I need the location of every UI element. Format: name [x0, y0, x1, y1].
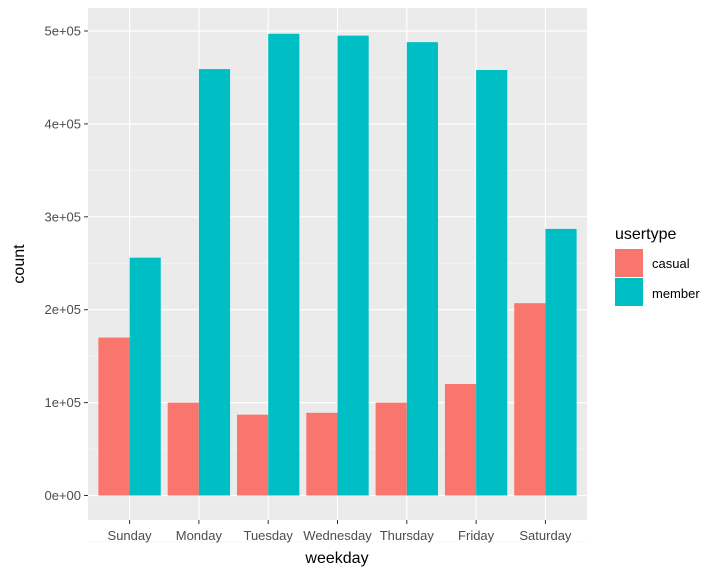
bar-casual-sunday [98, 337, 130, 496]
bar-casual-tuesday [237, 414, 269, 496]
y-tick-label: 4e+05 [44, 116, 81, 131]
y-tick-label: 1e+05 [44, 395, 81, 410]
bars [98, 33, 577, 496]
bar-member-tuesday [268, 33, 300, 496]
bar-casual-thursday [375, 402, 407, 496]
x-tick-label: Wednesday [303, 528, 372, 543]
x-axis-title: weekday [304, 550, 368, 567]
x-tick-label: Friday [458, 528, 495, 543]
bar-member-friday [476, 70, 508, 496]
x-tick-label: Saturday [519, 528, 572, 543]
bar-member-sunday [129, 257, 161, 496]
bar-member-monday [198, 69, 231, 496]
legend-label-member: member [652, 286, 700, 301]
x-tick-label: Monday [176, 528, 223, 543]
x-axis: Sunday Monday Tuesday Wednesday Thursday Frid… [108, 520, 572, 543]
bar-casual-monday [167, 402, 199, 496]
bar-member-thursday [406, 42, 438, 496]
legend-title: usertype [615, 226, 676, 243]
bar-casual-saturday [514, 303, 546, 496]
legend-label-casual: casual [652, 256, 690, 271]
x-tick-label: Sunday [108, 528, 153, 543]
x-tick-label: Tuesday [243, 528, 293, 543]
y-axis: 0e+00 1e+05 2e+05 3e+05 4e+05 5e+05 [44, 24, 88, 503]
legend-key-member [615, 278, 643, 306]
y-tick-label: 5e+05 [44, 24, 81, 39]
x-tick-label: Thursday [380, 528, 435, 543]
bar-casual-wednesday [306, 412, 338, 496]
legend: usertype casual member [615, 226, 700, 306]
legend-key-casual [615, 249, 643, 277]
y-tick-label: 0e+00 [44, 488, 81, 503]
y-axis-title: count [11, 244, 28, 284]
bar-casual-friday [444, 384, 477, 496]
bar-member-saturday [545, 228, 577, 496]
y-tick-label: 3e+05 [44, 209, 81, 224]
bar-member-wednesday [337, 35, 369, 496]
y-tick-label: 2e+05 [44, 302, 81, 317]
